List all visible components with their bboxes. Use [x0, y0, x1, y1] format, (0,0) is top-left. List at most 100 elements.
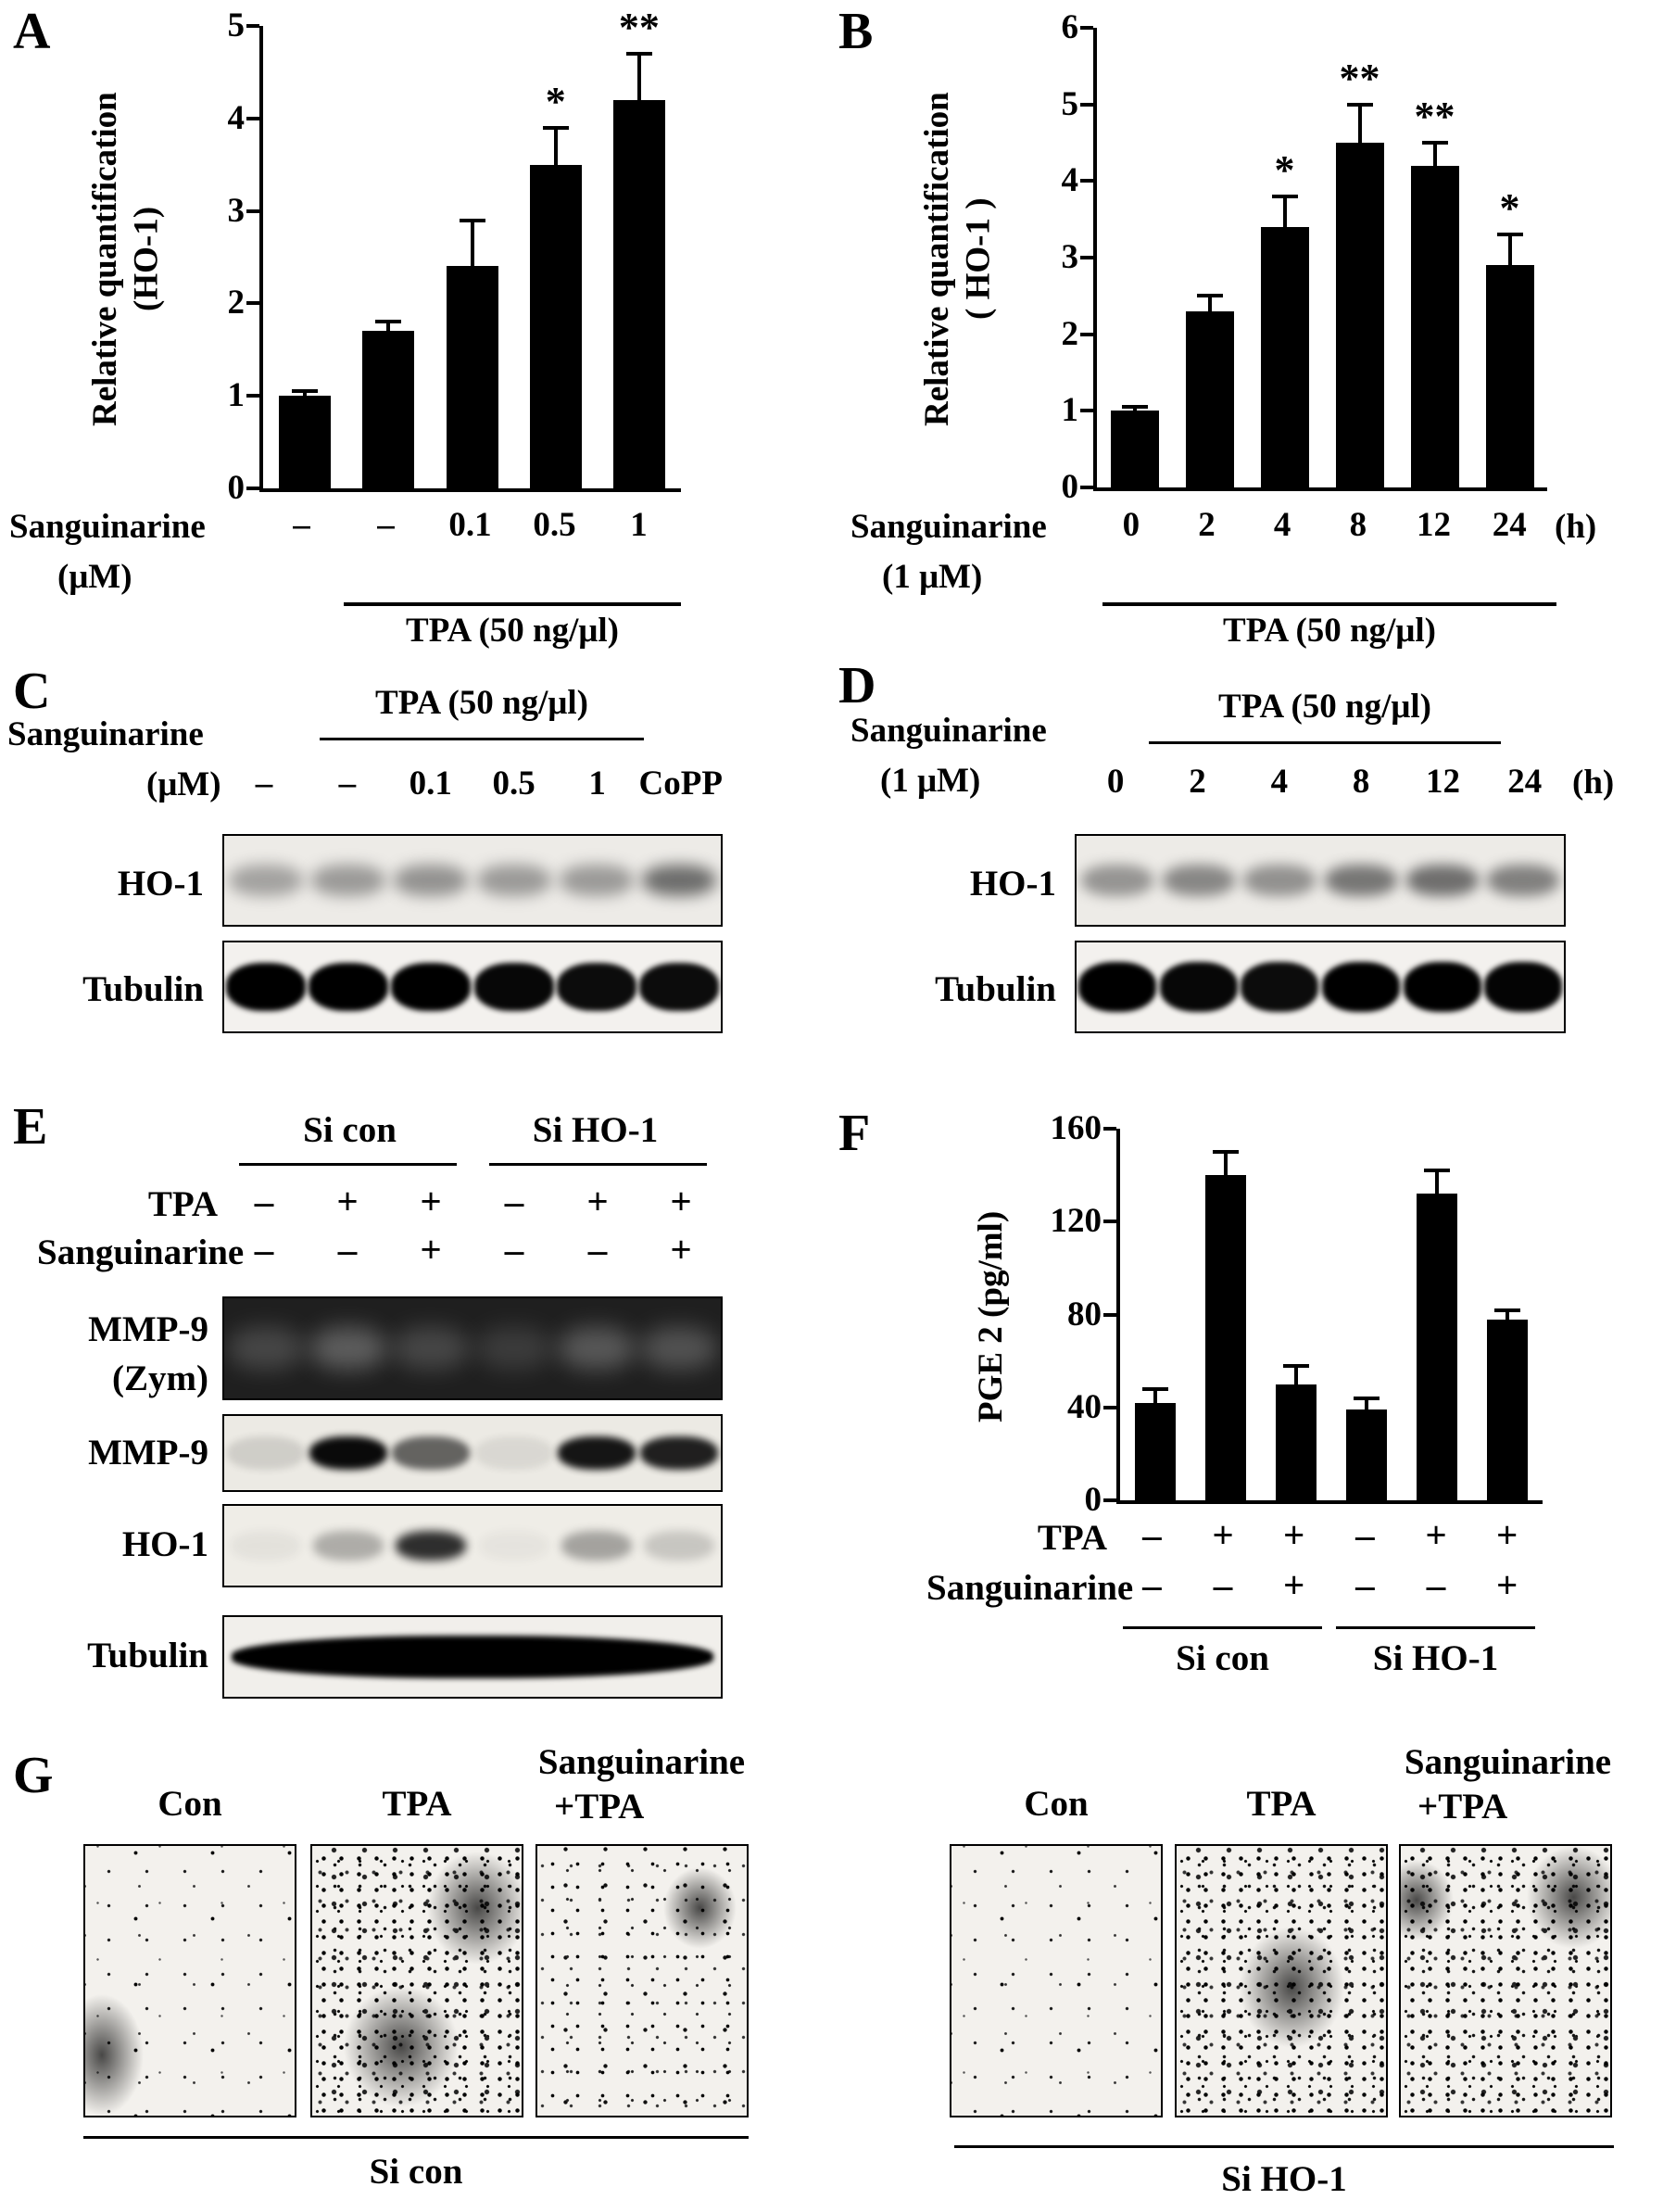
protein-band — [1241, 962, 1319, 1012]
cell-cluster — [427, 1851, 522, 1966]
panel-a-lane-label: 1 — [630, 506, 648, 544]
error-bar — [1132, 407, 1137, 417]
panel-e-tpa-symbol: – — [254, 1180, 274, 1222]
y-axis-tick — [1103, 1220, 1116, 1224]
y-axis-tick — [1080, 26, 1093, 30]
panel-f-sang-symbol: – — [1142, 1563, 1162, 1606]
protein-band — [394, 865, 469, 896]
error-bar-cap — [1421, 141, 1448, 145]
panel-e-tpa-symbol: + — [670, 1180, 692, 1222]
protein-band — [1405, 865, 1479, 896]
panel-a-tpa-label: TPA (50 ng/μl) — [406, 612, 619, 650]
panel-e-sang-symbol: + — [670, 1228, 692, 1270]
panel-f-sicon-underline — [1123, 1626, 1322, 1629]
panel-e-tpa-symbol: + — [586, 1180, 609, 1222]
panel-b-lane-label: 24 — [1492, 506, 1527, 544]
micrograph-sicon-tpa — [310, 1844, 523, 2117]
bar-group — [1261, 1129, 1331, 1500]
protein-band — [230, 1531, 301, 1561]
protein-band — [473, 963, 554, 1011]
bar — [1110, 411, 1159, 487]
panel-g-left-con-label: Con — [157, 1784, 222, 1824]
panel-a-tpa-bracket — [344, 602, 681, 606]
protein-band — [309, 963, 388, 1011]
bar — [446, 266, 498, 488]
y-axis-tick-label: 4 — [1061, 161, 1079, 200]
panel-b-label: B — [838, 3, 874, 60]
bar-series: * ** — [263, 6, 681, 488]
yaxis-title-line: (HO-1) — [127, 206, 166, 312]
protein-band — [559, 1327, 635, 1370]
panel-e-tpa-row-label: TPA — [147, 1184, 218, 1224]
yaxis-title-line: Relative quantification — [86, 92, 124, 426]
panel-a-lane-label: – — [377, 506, 395, 544]
panel-e-tubulin-blot — [222, 1615, 723, 1699]
significance-marker: ** — [1339, 55, 1380, 101]
y-axis-tick — [246, 116, 259, 120]
panel-e-sang-symbol: – — [337, 1228, 358, 1270]
significance-marker: ** — [618, 4, 660, 50]
panel-b-lane-suffix: (h) — [1555, 508, 1597, 546]
panel-c-tpa-underline — [320, 738, 644, 740]
y-axis-tick — [1080, 256, 1093, 259]
y-axis-tick — [246, 394, 259, 398]
error-bar-cap — [542, 125, 569, 130]
panel-a-yaxis-title: Relative quantification (HO-1) — [85, 26, 168, 492]
panel-e-sang-symbol: – — [254, 1228, 274, 1270]
y-axis-tick — [1080, 409, 1093, 413]
panel-e-sang-symbols: – – + – – + — [222, 1227, 723, 1271]
cell-cluster — [343, 1986, 460, 2108]
yaxis-title-line: Relative quantification — [918, 92, 956, 426]
panel-f-tpa-symbol: + — [1425, 1513, 1447, 1556]
protein-band — [1162, 865, 1235, 896]
panel-g-sicon-underline — [83, 2136, 749, 2139]
panel-f-tpa-row-label: TPA — [1037, 1518, 1107, 1558]
panel-g-label: G — [13, 1747, 54, 1804]
panel-e-sicon-underline — [239, 1163, 457, 1166]
y-axis-tick-label: 0 — [1084, 1481, 1102, 1519]
yaxis-title-line: ( HO-1 ) — [959, 197, 998, 321]
panel-d-lane-label: 12 — [1425, 763, 1460, 801]
panel-e-ho1-label: HO-1 — [121, 1524, 208, 1564]
protein-band — [1403, 962, 1481, 1012]
bar-group — [1472, 1129, 1543, 1500]
panel-d-lane-labels: 0 2 4 8 12 24 — [1075, 762, 1566, 802]
bar — [1205, 1175, 1246, 1500]
y-axis-tick-label: 3 — [1061, 238, 1079, 276]
error-bar-cap — [1121, 405, 1148, 410]
panel-f-sang-symbols: – – + – – + — [1116, 1562, 1543, 1607]
panel-a-lane-labels: – – 0.1 0.5 1 — [259, 505, 681, 545]
panel-b-bar-chart: 0 1 2 3 4 5 6 * ** ** * — [1062, 8, 1547, 506]
panel-e-tpa-symbol: – — [504, 1180, 524, 1222]
panel-b-tpa-bracket — [1102, 602, 1556, 606]
panel-g-right-sang-label: Sanguinarine — [1404, 1742, 1612, 1782]
error-bar — [1435, 1170, 1439, 1200]
protein-band — [644, 1531, 715, 1561]
error-bar-cap — [1494, 1308, 1520, 1312]
error-bar — [1365, 1397, 1368, 1416]
y-axis-tick-label: 1 — [1061, 391, 1079, 430]
y-axis-tick-label: 40 — [1067, 1387, 1102, 1426]
bar-group — [1120, 1129, 1191, 1500]
panel-e-group-sicon: Si con — [303, 1110, 397, 1150]
error-bar — [1432, 143, 1437, 171]
error-bar-cap — [459, 218, 485, 222]
panel-g-right-con-label: Con — [1024, 1784, 1089, 1824]
y-axis-tick — [1080, 332, 1093, 336]
panel-b-lane-label: 4 — [1273, 506, 1291, 544]
panel-e-tpa-symbol: + — [336, 1180, 359, 1222]
panel-f-group-sicon: Si con — [1176, 1638, 1269, 1678]
protein-band — [478, 1531, 549, 1561]
bar-group: ** — [1322, 28, 1397, 487]
protein-band — [561, 1531, 632, 1561]
y-axis-tick-label: 4 — [227, 98, 246, 137]
error-bar — [303, 391, 308, 402]
panel-b-lane-label: 8 — [1349, 506, 1367, 544]
panel-e-sang-symbol: – — [504, 1228, 524, 1270]
protein-band — [227, 1327, 304, 1370]
panel-e-tubulin-label: Tubulin — [87, 1636, 208, 1675]
panel-f-sang-symbol: + — [1496, 1563, 1518, 1606]
panel-f-sang-symbol: – — [1213, 1563, 1233, 1606]
y-axis-tick — [1080, 102, 1093, 107]
panel-d-label: D — [838, 657, 876, 714]
